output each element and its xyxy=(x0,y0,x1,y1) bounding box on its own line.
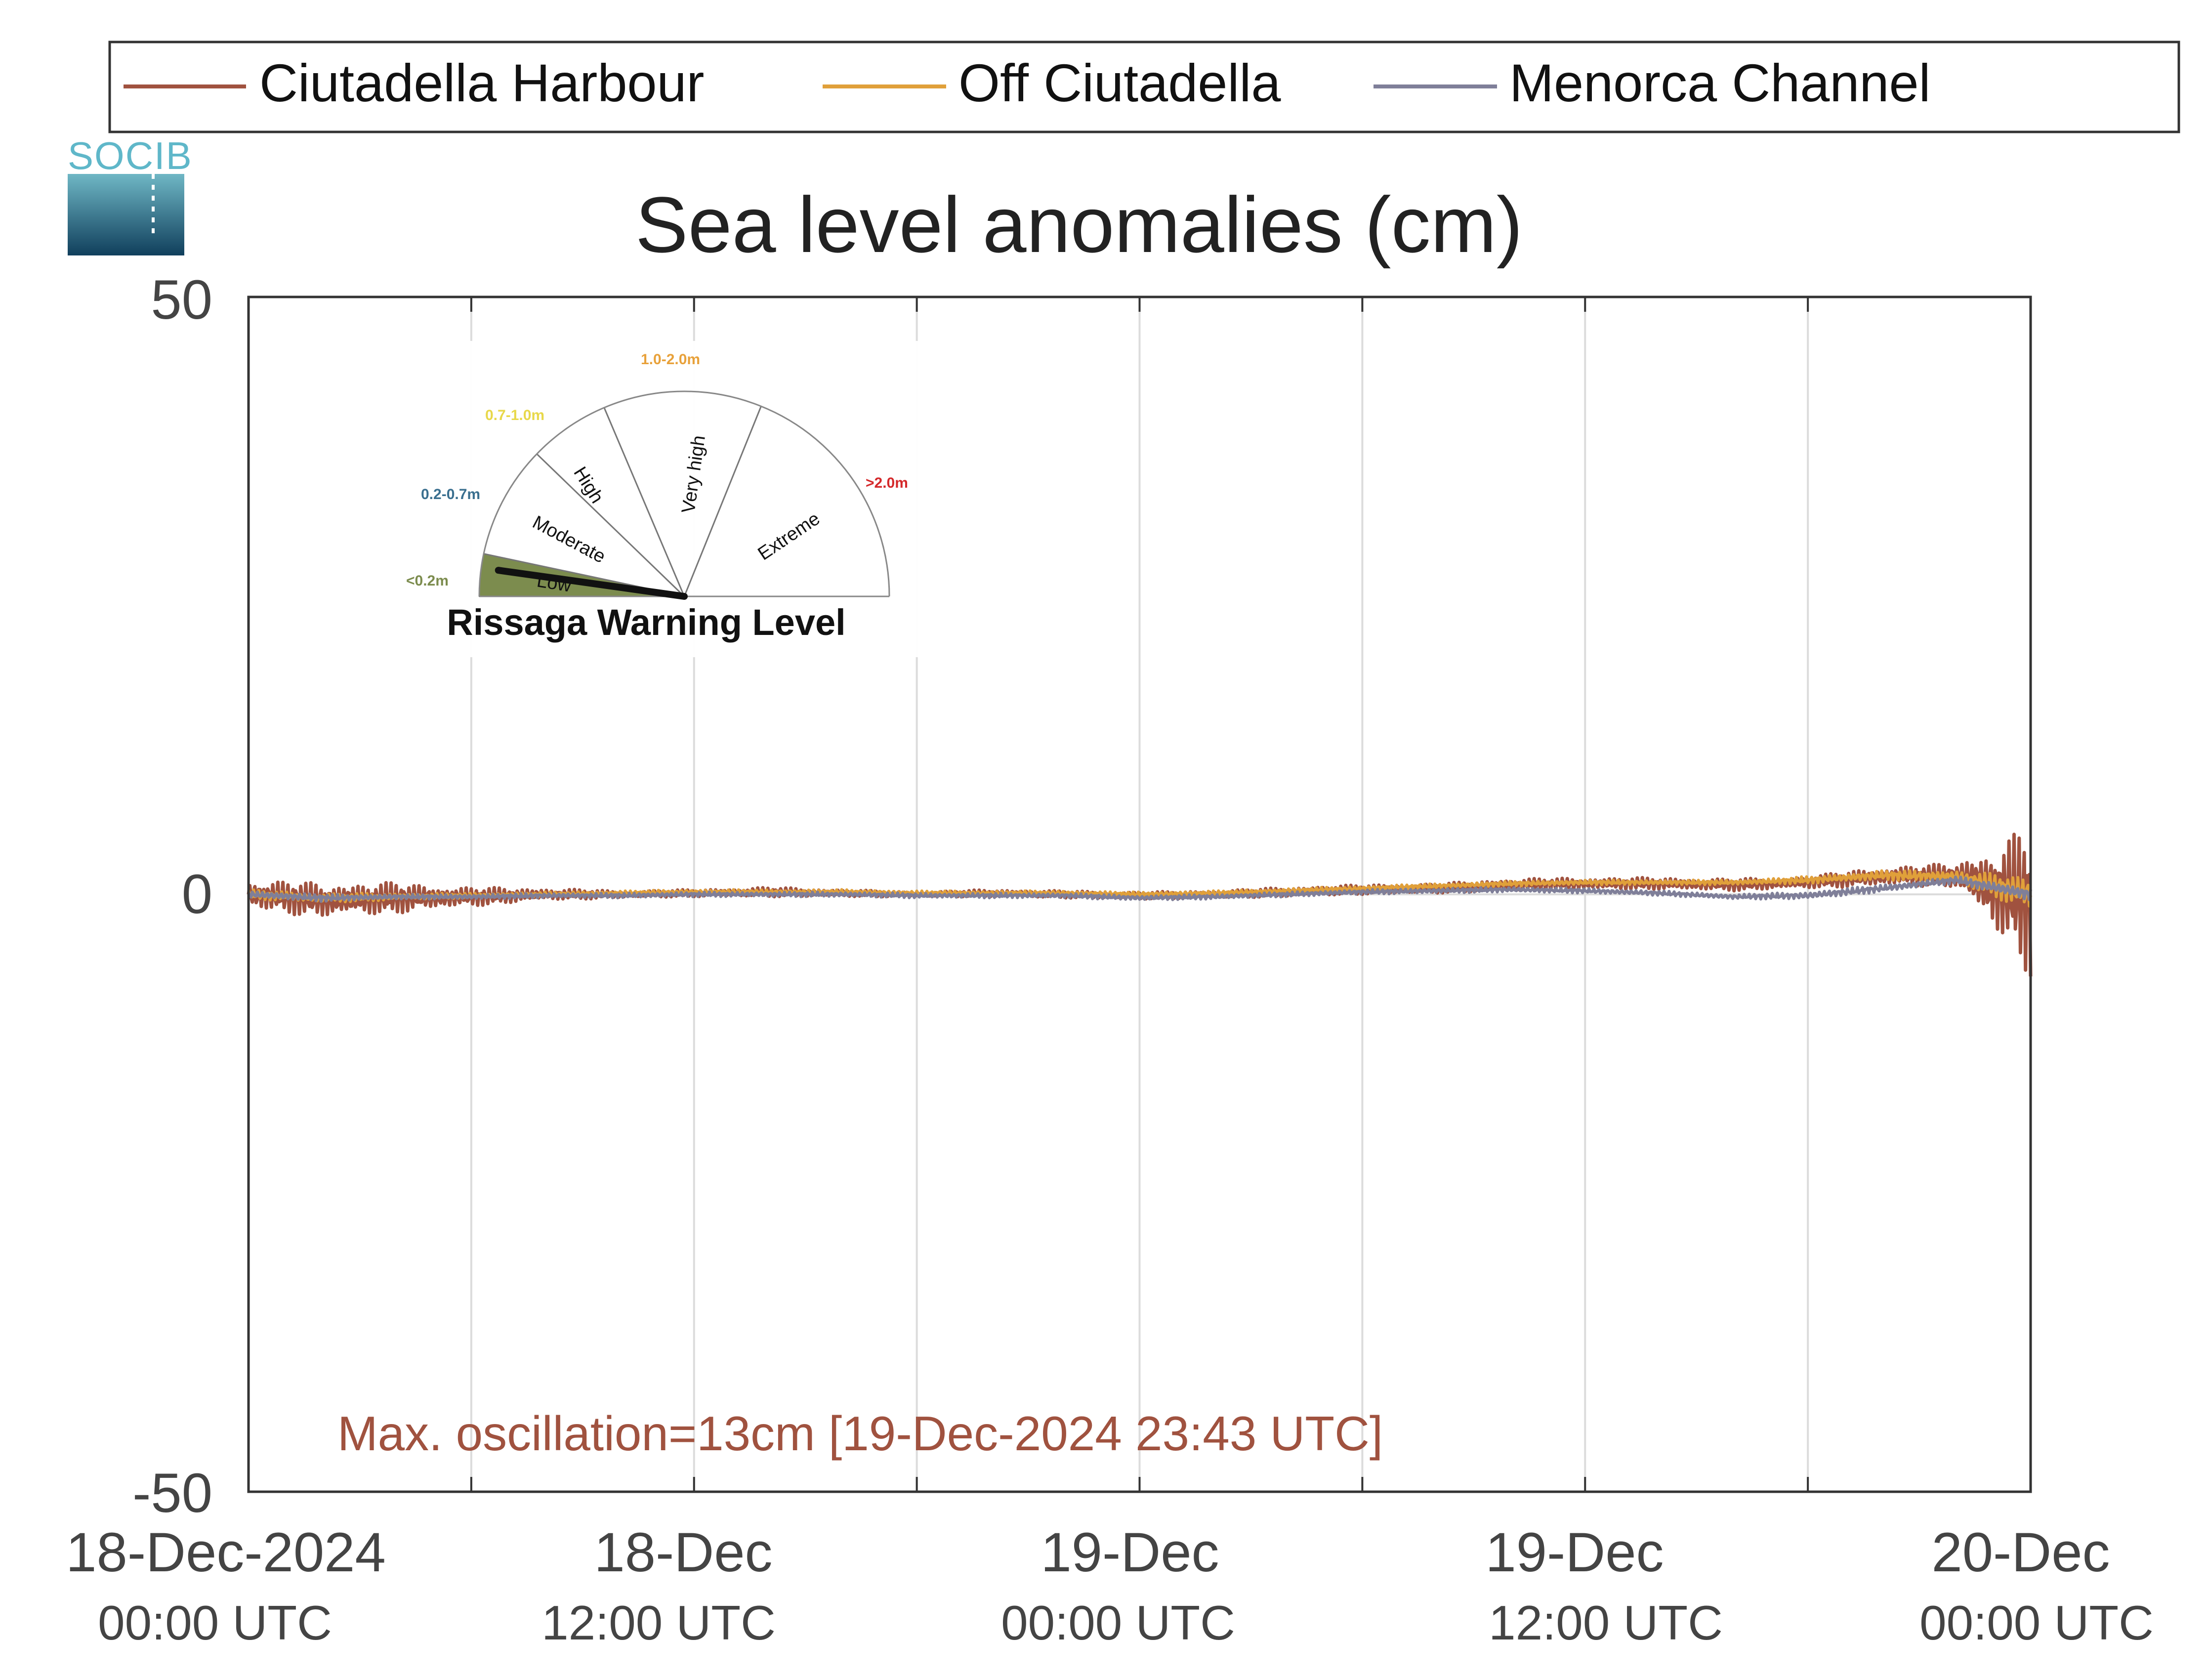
legend: Ciutadella Harbour Off Ciutadella Menorc… xyxy=(108,41,2180,133)
rissaga-gauge: Low Moderate High Very high Extreme <0.2… xyxy=(395,341,924,657)
gauge-range-moderate: 0.2-0.7m xyxy=(421,486,480,503)
x-tick-time: 00:00 UTC xyxy=(1001,1596,1235,1650)
x-tick-date: 19-Dec xyxy=(1041,1521,1219,1583)
socib-logo: SOCIB xyxy=(68,134,193,255)
y-tick-label: 50 xyxy=(151,269,212,331)
series-line-off-ciutadella xyxy=(247,869,2032,908)
x-tick-time: 00:00 UTC xyxy=(1919,1596,2154,1650)
series-line-menorca-channel xyxy=(248,875,2032,903)
x-tick-time: 12:00 UTC xyxy=(1489,1596,1723,1650)
y-axis: 50 0 -50 xyxy=(132,269,212,1524)
chart-title: Sea level anomalies (cm) xyxy=(635,180,1523,269)
gauge-divider xyxy=(536,453,685,597)
gauge-range-extreme: >2.0m xyxy=(866,475,908,491)
logo-text: SOCIB xyxy=(68,134,193,177)
legend-label-ciutadella-harbour: Ciutadella Harbour xyxy=(259,53,705,113)
x-axis: 18-Dec-2024 00:00 UTC 18-Dec 12:00 UTC 1… xyxy=(66,1521,2154,1650)
gauge-divider xyxy=(603,407,685,597)
x-tick-date: 18-Dec-2024 xyxy=(66,1521,386,1583)
gauge-divider xyxy=(683,406,762,597)
axis-ticks xyxy=(248,297,2032,1492)
gauge-arc xyxy=(478,390,890,597)
x-tick-date: 18-Dec xyxy=(594,1521,772,1583)
gauge-needle xyxy=(495,567,688,600)
x-tick-date: 19-Dec xyxy=(1485,1521,1664,1583)
x-tick-time: 00:00 UTC xyxy=(98,1596,332,1650)
y-tick-label: -50 xyxy=(132,1462,212,1524)
y-tick-label: 0 xyxy=(182,863,212,925)
max-oscillation-annotation: Max. oscillation=13cm [19-Dec-2024 23:43… xyxy=(337,1406,1383,1461)
logo-wave-block xyxy=(68,174,184,255)
gauge-range-high: 0.7-1.0m xyxy=(485,407,544,423)
legend-label-off-ciutadella: Off Ciutadella xyxy=(958,53,1281,113)
gauge-range-very-high: 1.0-2.0m xyxy=(641,351,700,368)
gauge-range-low: <0.2m xyxy=(406,573,449,589)
x-tick-time: 12:00 UTC xyxy=(541,1596,776,1650)
legend-box xyxy=(108,41,2180,133)
series-layer xyxy=(247,833,2033,977)
legend-label-menorca-channel: Menorca Channel xyxy=(1509,53,1931,113)
gauge-title: Rissaga Warning Level xyxy=(447,602,845,643)
x-tick-date: 20-Dec xyxy=(1931,1521,2110,1583)
gauge-background xyxy=(395,341,924,657)
